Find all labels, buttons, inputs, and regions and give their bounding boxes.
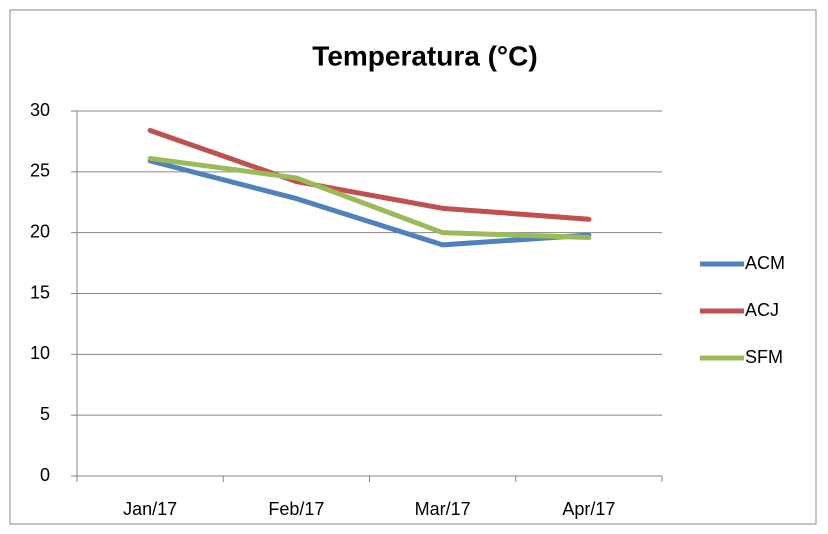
series-line [147,158,592,248]
series-line [147,127,592,222]
y-tick-label: 5 [40,404,50,424]
y-tick-label: 20 [30,221,50,241]
chart-border [9,9,817,525]
y-tick-label: 10 [30,343,50,363]
x-tick-label: Apr/17 [562,499,615,519]
y-tick-label: 25 [30,161,50,181]
legend-label: SFM [745,347,783,367]
chart-title: Temperatura (°C) [312,40,537,71]
y-tick-label: 15 [30,282,50,302]
x-tick-label: Jan/17 [123,499,177,519]
legend-label: ACM [745,253,785,273]
y-tick-label: 0 [40,465,50,485]
x-tick-label: Mar/17 [415,499,471,519]
legend-label: ACJ [745,300,779,320]
y-tick-label: 30 [30,100,50,120]
x-tick-label: Feb/17 [268,499,324,519]
series-line [147,155,592,241]
